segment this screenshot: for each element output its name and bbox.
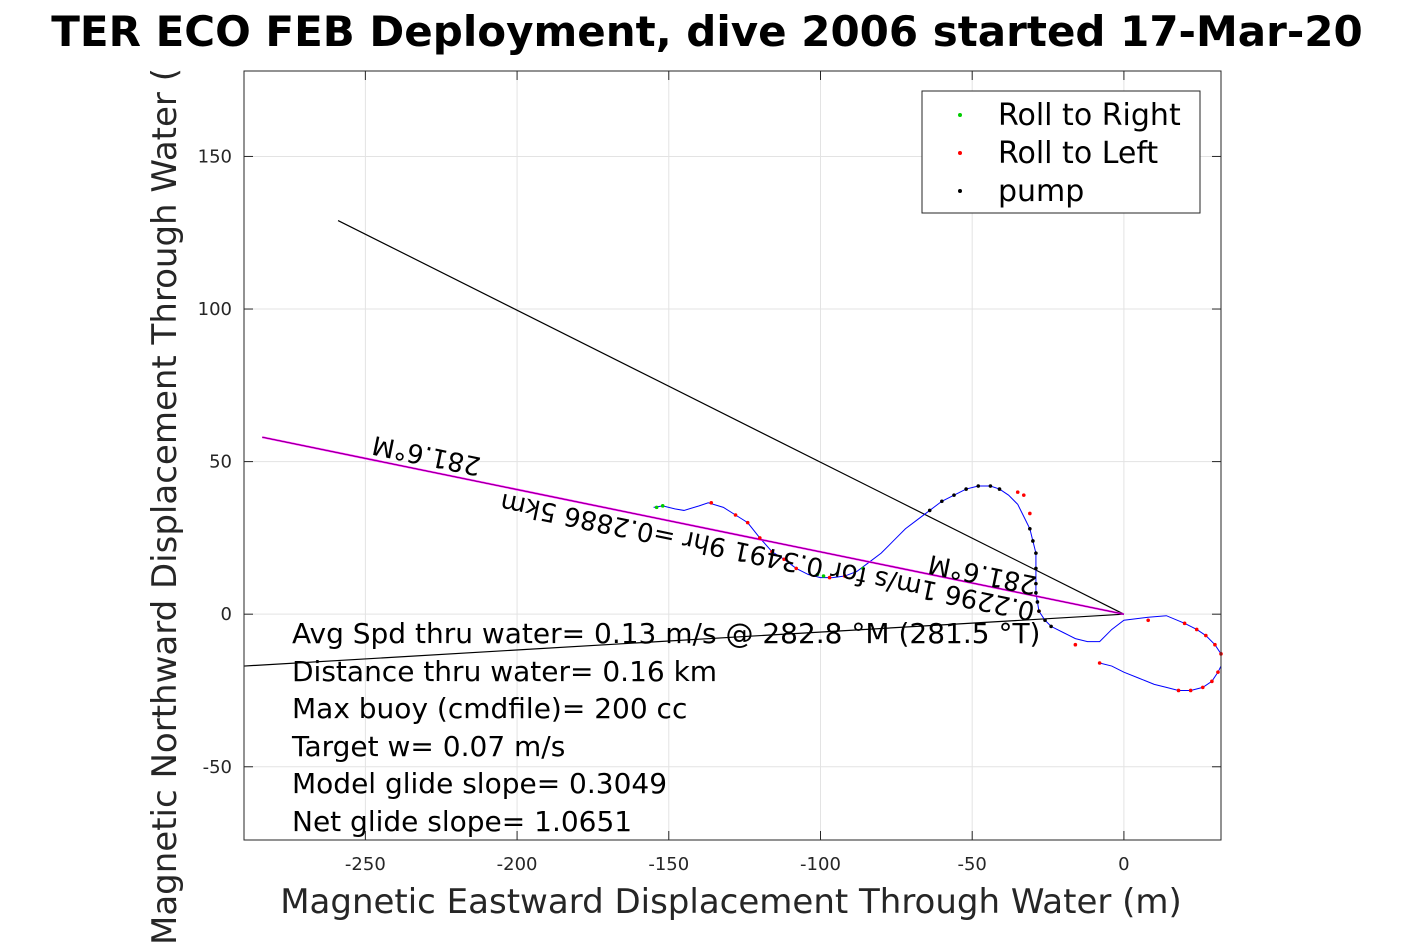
vector-line-overlay (262, 436, 1124, 615)
legend: Roll to Right Roll to Left pump (921, 90, 1201, 214)
stat-model-glide: Model glide slope= 0.3049 (292, 767, 667, 800)
roll-left-point (1200, 685, 1205, 690)
stat-distance: Distance thru water= 0.16 km (292, 655, 717, 688)
legend-marker-roll-left (958, 151, 962, 155)
legend-label-roll-right: Roll to Right (998, 98, 1181, 133)
pump-point (952, 493, 956, 497)
reference-line (337, 219, 1125, 615)
pump-point (1031, 539, 1035, 543)
pump-point (997, 487, 1002, 491)
plot-frame (243, 70, 1222, 841)
legend-marker-roll-right (958, 113, 962, 117)
roll-right-point (654, 505, 659, 510)
pump-point (964, 487, 968, 491)
y-tick-label: 0 (221, 604, 232, 625)
roll-left-point (709, 500, 714, 505)
x-tick-label: -150 (648, 854, 689, 875)
x-axis-title: Magnetic Eastward Displacement Through W… (280, 882, 1182, 922)
roll-left-point (770, 549, 774, 554)
pump-point (1034, 581, 1038, 586)
pump-point (1034, 591, 1038, 595)
y-tick-label: 150 (198, 146, 232, 167)
roll-left-point (1182, 621, 1187, 626)
pump-point (1037, 609, 1041, 613)
x-tick-label: -250 (345, 854, 386, 875)
roll-left-point (794, 566, 799, 571)
roll-right-point (660, 504, 665, 508)
stat-max-buoy: Max buoy (cmdfile)= 200 cc (292, 692, 687, 725)
roll-left-point (1176, 688, 1181, 693)
roll-left-point (1194, 627, 1199, 632)
pump-point (1043, 618, 1047, 623)
stat-target-w: Target w= 0.07 m/s (291, 730, 565, 763)
roll-left-point (1028, 511, 1032, 516)
reference-lines (243, 219, 1125, 667)
x-tick-label: -200 (497, 854, 538, 875)
y-tick-label: 50 (209, 452, 232, 473)
markers (654, 484, 1223, 693)
legend-marker-pump (958, 189, 962, 193)
pump-point (940, 499, 944, 504)
roll-left-point (758, 536, 762, 540)
chart-title: TER ECO FEB Deployment, dive 2006 starte… (51, 7, 1362, 56)
displacement-vector (262, 436, 1125, 616)
pump-point (1034, 551, 1038, 555)
roll-left-point (1216, 670, 1220, 674)
pump-point (1035, 600, 1040, 604)
pump-point (1028, 526, 1032, 531)
roll-right-point (861, 566, 865, 571)
stat-net-glide: Net glide slope= 1.0651 (292, 805, 632, 838)
roll-left-point (1146, 618, 1150, 623)
stat-avg-speed: Avg Spd thru water= 0.13 m/s @ 282.8 °M … (292, 617, 1040, 650)
roll-right-point (821, 574, 826, 578)
legend-label-roll-left: Roll to Left (998, 136, 1158, 171)
x-tick-label: -100 (800, 854, 841, 875)
roll-left-point (1188, 688, 1193, 693)
reference-line (243, 613, 1124, 667)
roll-left-point (827, 575, 832, 580)
roll-right-point (815, 572, 820, 577)
roll-left-point (1210, 679, 1214, 684)
roll-left-point (1021, 493, 1026, 497)
legend-label-pump: pump (998, 174, 1084, 209)
roll-left-point (1213, 642, 1217, 647)
roll-left-point (733, 513, 738, 517)
roll-left-point (1073, 642, 1078, 647)
pump-point (976, 484, 981, 488)
ticks: -250 -200 -150 -100 -50 0 -50 0 50 100 150 (198, 71, 1221, 875)
pump-point (988, 484, 993, 488)
x-tick-label: -50 (957, 854, 986, 875)
legend-box (921, 90, 1201, 214)
roll-left-point (1204, 633, 1208, 638)
roll-left-point (782, 557, 786, 562)
roll-left-point (1097, 661, 1102, 665)
roll-left-point (842, 574, 847, 578)
pump-point (927, 508, 932, 513)
y-axis-title: Magnetic Northward Displacement Through … (145, 68, 185, 945)
y-tick-label: 100 (198, 299, 232, 320)
pump-point (1049, 624, 1053, 629)
roll-left-point (1015, 490, 1020, 494)
y-tick-label: -50 (203, 757, 232, 778)
pump-point (1034, 566, 1038, 571)
x-tick-label: 0 (1118, 854, 1129, 875)
roll-left-point (745, 520, 750, 525)
